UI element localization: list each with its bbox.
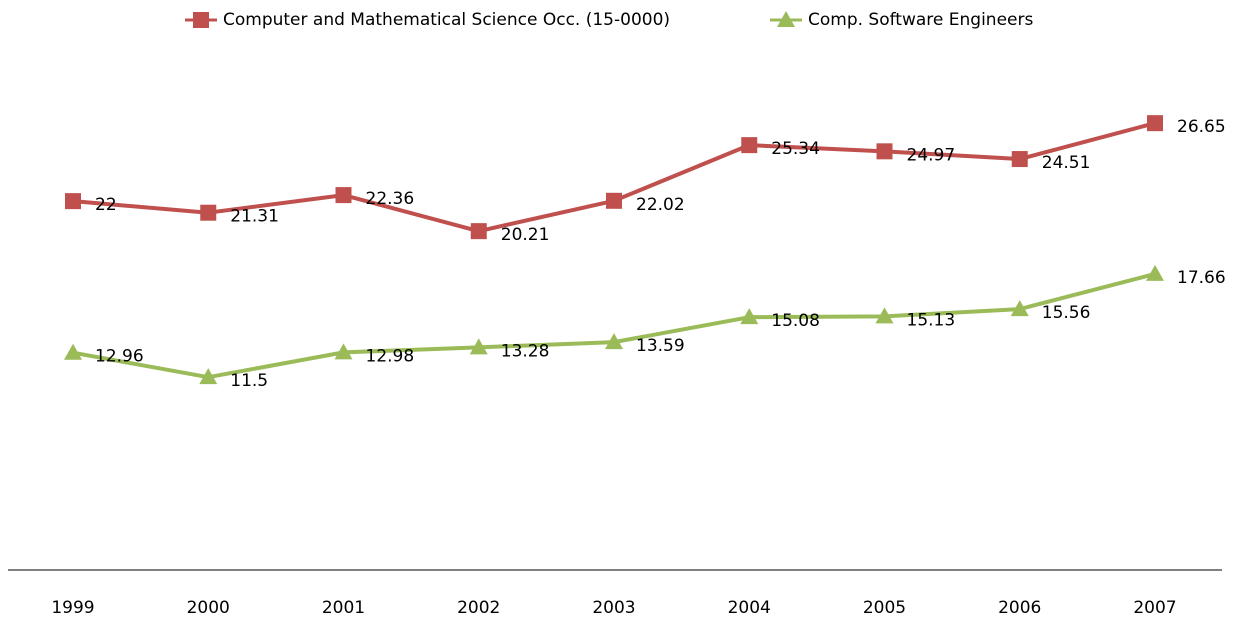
data-label: 11.5	[230, 371, 268, 391]
data-label: 15.56	[1042, 303, 1091, 323]
x-tick-label: 2002	[457, 598, 500, 618]
data-point	[335, 187, 352, 204]
data-label: 21.31	[230, 207, 279, 227]
data-point	[876, 143, 893, 160]
x-tick-label: 2001	[322, 598, 365, 618]
data-point	[1010, 300, 1029, 317]
series-line	[72, 271, 1156, 380]
data-label: 22.36	[366, 189, 415, 209]
legend-label: Comp. Software Engineers	[808, 10, 1033, 30]
legend-label: Computer and Mathematical Science Occ. (…	[223, 10, 670, 30]
data-label: 12.98	[366, 346, 415, 366]
x-tick-label: 2000	[187, 598, 230, 618]
x-tick-label: 1999	[51, 598, 94, 618]
legend-marker	[777, 11, 795, 27]
data-point	[740, 308, 759, 325]
x-tick-label: 2006	[998, 598, 1041, 618]
data-point	[606, 192, 622, 209]
data-point	[200, 204, 217, 221]
data-label: 26.65	[1177, 117, 1226, 137]
data-label: 13.28	[501, 341, 550, 361]
data-point	[199, 368, 218, 385]
data-point	[1146, 264, 1164, 281]
data-label: 25.34	[771, 139, 820, 159]
data-point	[469, 338, 488, 355]
data-label: 22.02	[636, 195, 685, 215]
data-label: 13.59	[636, 336, 685, 356]
data-point	[64, 343, 82, 360]
data-label: 17.66	[1177, 268, 1226, 288]
data-label: 12.96	[95, 347, 144, 367]
data-label: 22	[95, 195, 117, 215]
data-label: 15.08	[771, 311, 820, 331]
data-label: 20.21	[501, 225, 550, 245]
x-tick-label: 2007	[1133, 598, 1176, 618]
data-point	[605, 333, 623, 350]
data-point	[65, 193, 81, 210]
data-point	[1011, 151, 1028, 168]
data-point	[1147, 115, 1163, 132]
data-point	[875, 307, 894, 324]
data-label: 24.97	[907, 145, 956, 165]
x-tick-label: 2003	[592, 598, 635, 618]
data-label: 15.13	[907, 310, 956, 330]
data-point	[741, 137, 758, 154]
data-point	[334, 343, 353, 360]
legend-marker	[193, 12, 209, 28]
x-tick-label: 2004	[728, 598, 771, 618]
data-label: 24.51	[1042, 153, 1091, 173]
x-tick-label: 2005	[863, 598, 906, 618]
data-point	[470, 223, 487, 240]
